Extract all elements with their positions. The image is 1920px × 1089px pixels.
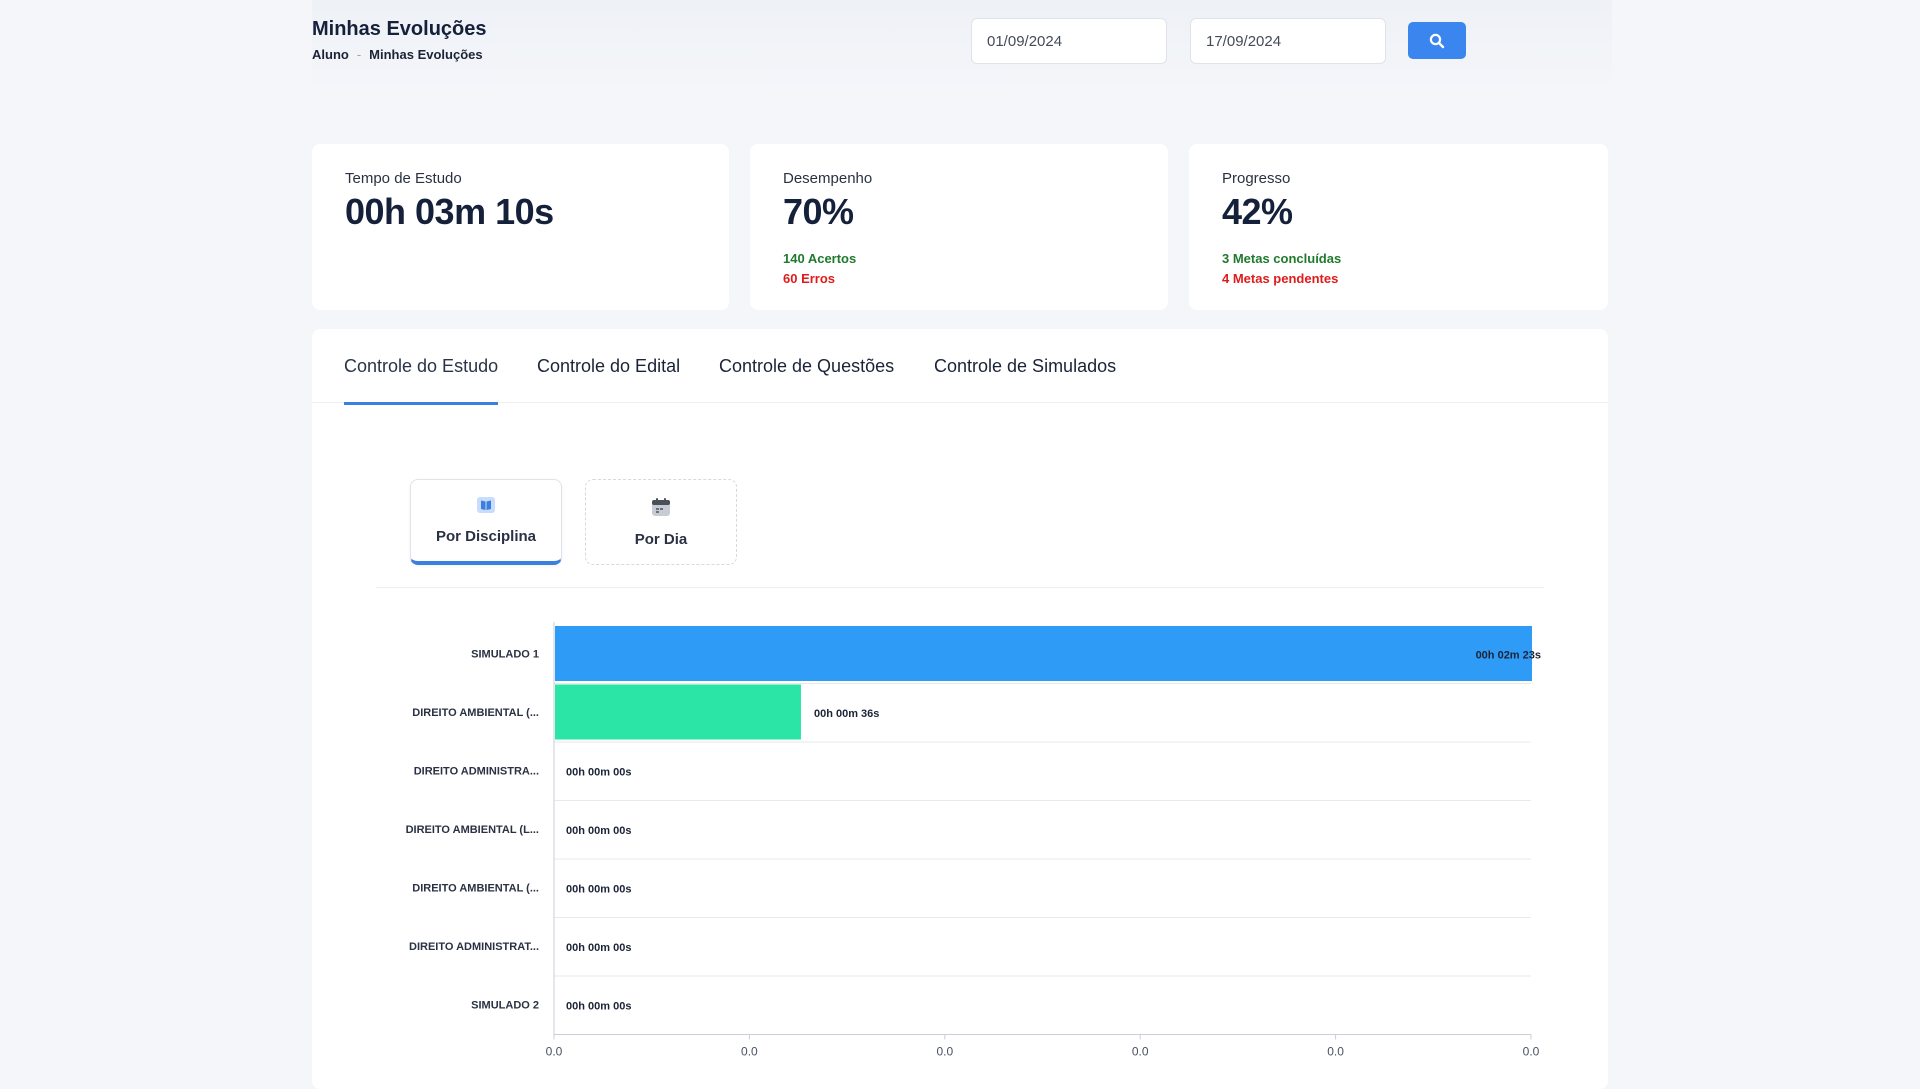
chart-category-label: DIREITO AMBIENTAL (... [412,883,539,895]
view-by-day-button[interactable]: Por Dia [585,479,737,565]
breadcrumb-item-aluno[interactable]: Aluno [312,47,349,62]
start-date-input[interactable] [971,18,1167,64]
search-button[interactable] [1408,22,1466,59]
chart-value-label: 00h 00m 36s [814,708,879,720]
error-count: 60 Erros [783,271,836,286]
view-by-discipline-label: Por Disciplina [435,528,537,545]
chart-x-tick-label: 0.0 [936,1045,953,1059]
chart-bar [555,684,801,740]
goals-pending: 4 Metas pendentes [1222,271,1339,286]
correct-count: 140 Acertos [783,251,857,266]
chart-value-label: 00h 00m 00s [566,767,631,779]
tab-controle-de-simulados[interactable]: Controle de Simulados [934,356,1117,376]
end-date-input[interactable] [1190,18,1386,64]
goals-done: 3 Metas concluídas [1222,251,1342,266]
search-icon [1429,33,1445,48]
chart-category-label: DIREITO ADMINISTRA... [414,766,539,778]
performance-value: 70% [783,191,854,232]
chart-x-tick-label: 0.0 [741,1045,758,1059]
breadcrumb: Aluno - Minhas Evoluções [312,47,483,62]
view-by-day-label: Por Dia [634,530,688,548]
chart-value-label: 00h 00m 00s [566,825,631,837]
chart-category-label: DIREITO ADMINISTRAT... [409,941,539,953]
tab-controle-de-questoes[interactable]: Controle de Questões [719,356,895,376]
chart-value-label: 00h 00m 00s [566,942,631,954]
progress-value: 42% [1222,191,1293,232]
breadcrumb-separator: - [356,47,362,62]
tab-controle-do-edital[interactable]: Controle do Edital [537,356,681,376]
chart-bar [555,626,1532,681]
view-by-discipline-button[interactable]: Por Disciplina [410,479,562,565]
performance-card: Desempenho 70% 140 Acertos 60 Erros [750,144,1168,310]
study-time-card: Tempo de Estudo 00h 03m 10s [312,144,729,310]
performance-label: Desempenho [783,170,873,187]
page-title: Minhas Evoluções [312,18,487,40]
chart-value-label: 00h 02m 23s [1476,650,1541,662]
progress-card: Progresso 42% 3 Metas concluídas 4 Metas… [1189,144,1608,310]
book-icon [477,497,495,513]
chart-x-tick-label: 0.0 [546,1045,563,1059]
study-time-bar-chart: SIMULADO 1 00h 02m 23s DIREITO AMBIENTAL (… [406,622,1541,1059]
study-control-panel: Controle do Estudo Controle do Edital Co… [312,329,1608,1089]
tab-controle-do-estudo[interactable]: Controle do Estudo [344,356,499,405]
tab-bar: Controle do Estudo Controle do Edital Co… [312,329,1608,405]
progress-label: Progresso [1222,170,1291,187]
chart-x-tick-label: 0.0 [1132,1045,1149,1059]
chart-value-label: 00h 00m 00s [566,1001,631,1013]
study-time-label: Tempo de Estudo [345,170,462,187]
calendar-icon [652,497,670,516]
chart-category-label: DIREITO AMBIENTAL (... [412,707,539,719]
chart-category-label: DIREITO AMBIENTAL (L... [406,824,539,836]
chart-category-label: SIMULADO 2 [471,1000,539,1012]
chart-category-label: SIMULADO 1 [471,649,539,661]
chart-value-label: 00h 00m 00s [566,884,631,896]
section-divider [376,587,1544,588]
chart-x-tick-label: 0.0 [1327,1045,1344,1059]
chart-x-tick-label: 0.0 [1523,1045,1540,1059]
study-time-value: 00h 03m 10s [345,191,554,232]
header-background [312,0,1612,95]
breadcrumb-item-current: Minhas Evoluções [369,47,483,62]
